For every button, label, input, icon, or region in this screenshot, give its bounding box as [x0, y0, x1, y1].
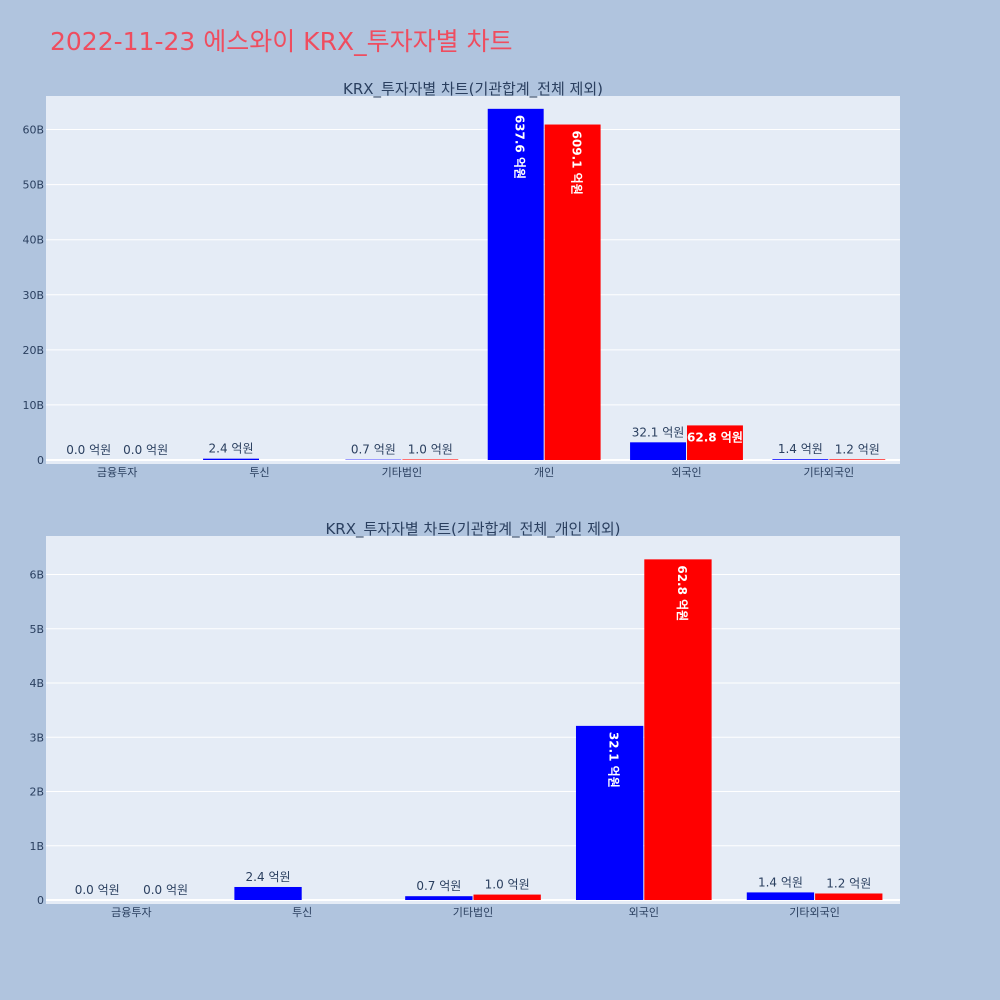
- data-label: 32.1 억원: [632, 425, 685, 439]
- data-label: 2.4 억원: [246, 870, 291, 884]
- data-label: 1.0 억원: [485, 878, 530, 892]
- y-tick-label: 20B: [22, 344, 44, 357]
- x-tick-label: 개인: [534, 466, 554, 479]
- plot-area: [46, 96, 900, 464]
- data-label: 0.0 억원: [75, 883, 120, 897]
- x-tick-label: 기타외국인: [789, 906, 840, 919]
- data-label: 32.1 억원: [607, 732, 621, 788]
- chart-title: KRX_투자자별 차트(기관합계_전체 제외): [343, 80, 603, 99]
- y-tick-label: 50B: [22, 179, 44, 192]
- data-label: 1.4 억원: [758, 875, 803, 889]
- y-tick-label: 2B: [29, 786, 44, 799]
- data-label: 1.4 억원: [778, 442, 823, 456]
- data-label: 1.0 억원: [408, 442, 453, 456]
- x-tick-label: 외국인: [629, 906, 659, 919]
- y-tick-label: 3B: [29, 731, 44, 744]
- x-tick-label: 투신: [249, 466, 269, 479]
- bar: [746, 892, 815, 900]
- y-tick-label: 0: [37, 454, 44, 467]
- bar: [402, 459, 459, 460]
- x-tick-label: 기타법인: [453, 906, 493, 919]
- bar: [815, 893, 883, 900]
- bar: [473, 894, 541, 900]
- plot-area: [46, 536, 900, 904]
- data-label: 0.0 억원: [66, 443, 111, 457]
- bar: [630, 442, 686, 460]
- bar: [487, 108, 544, 461]
- data-label: 0.0 억원: [143, 883, 188, 897]
- bar: [203, 458, 259, 460]
- data-label: 2.4 억원: [209, 442, 254, 456]
- x-tick-label: 금융투자: [97, 466, 137, 479]
- x-tick-label: 금융투자: [111, 906, 151, 919]
- data-label: 0.0 억원: [123, 443, 168, 457]
- data-label: 637.6 억원: [513, 115, 527, 179]
- y-tick-label: 6B: [29, 569, 44, 582]
- data-label: 62.8 억원: [687, 430, 743, 444]
- y-tick-label: 4B: [29, 677, 44, 690]
- page-title: 2022-11-23 에스와이 KRX_투자자별 차트: [50, 27, 513, 56]
- data-label: 1.2 억원: [835, 442, 880, 456]
- chart-2: 0 1B 2B 3B 4B 5B 6B KRX_투자자별 차트(기관합계_전체_개인 제외) 금…: [29, 520, 900, 919]
- y-tick-label: 5B: [29, 623, 44, 636]
- bar: [687, 425, 743, 460]
- bar: [772, 459, 829, 460]
- bar: [575, 725, 644, 900]
- y-tick-label: 10B: [22, 399, 44, 412]
- data-label: 0.7 억원: [416, 879, 461, 893]
- data-label: 0.7 억원: [351, 443, 396, 457]
- y-tick-label: 30B: [22, 289, 44, 302]
- bar: [234, 886, 302, 900]
- chart-title: KRX_투자자별 차트(기관합계_전체_개인 제외): [325, 520, 620, 539]
- data-label: 609.1 억원: [570, 131, 584, 195]
- bar: [644, 559, 712, 900]
- bar: [544, 124, 601, 460]
- x-tick-label: 투신: [292, 906, 312, 919]
- x-tick-label: 외국인: [671, 466, 701, 479]
- y-tick-label: 40B: [22, 234, 44, 247]
- chart-1: 0 10B 20B 30B 40B 50B 60B KRX_투자자별 차트(기관합계_전체 제…: [22, 80, 900, 479]
- y-tick-label: 0: [37, 894, 44, 907]
- data-label: 62.8 억원: [675, 565, 689, 621]
- x-tick-label: 기타법인: [382, 466, 422, 479]
- x-tick-label: 기타외국인: [804, 466, 855, 479]
- bar: [829, 459, 886, 460]
- y-tick-label: 60B: [22, 124, 44, 137]
- data-label: 1.2 억원: [826, 876, 871, 890]
- bar: [405, 896, 473, 900]
- y-tick-label: 1B: [29, 840, 44, 853]
